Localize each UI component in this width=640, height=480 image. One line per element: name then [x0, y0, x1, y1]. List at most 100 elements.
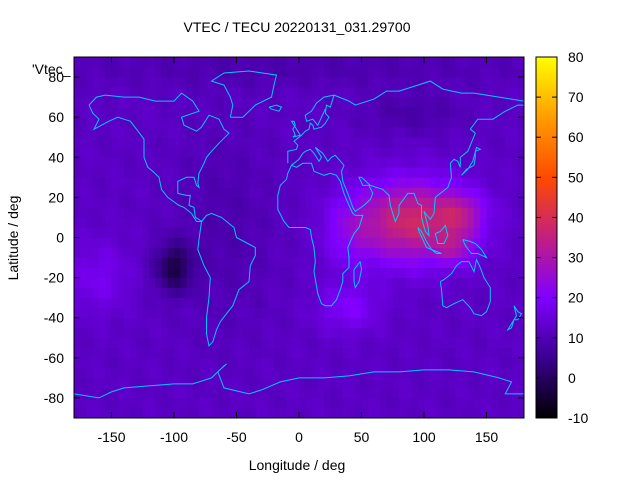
heatmap-cell	[311, 187, 319, 198]
heatmap-cell	[199, 127, 206, 138]
heatmap-cell	[99, 87, 106, 98]
heatmap-cell	[305, 267, 312, 279]
heatmap-cell	[267, 347, 275, 359]
heatmap-cell	[267, 197, 275, 208]
heatmap-cell	[349, 167, 356, 178]
heatmap-cell	[224, 207, 231, 218]
heatmap-cell	[274, 67, 281, 78]
heatmap-cell	[449, 137, 456, 148]
heatmap-cell	[136, 97, 144, 108]
heatmap-cell	[149, 67, 156, 78]
heatmap-cell	[392, 347, 400, 359]
heatmap-cell	[336, 67, 344, 78]
heatmap-cell	[405, 337, 412, 349]
heatmap-cell	[474, 397, 481, 409]
heatmap-cell	[105, 187, 112, 198]
heatmap-cell	[286, 87, 294, 98]
heatmap-cell	[274, 297, 281, 309]
heatmap-cell	[199, 77, 206, 88]
heatmap-cell	[92, 167, 100, 178]
heatmap-cell	[505, 77, 512, 88]
heatmap-cell	[286, 217, 294, 228]
heatmap-cell	[499, 257, 506, 268]
heatmap-cell	[99, 117, 106, 128]
heatmap-cell	[92, 257, 100, 268]
heatmap-cell	[467, 197, 475, 208]
heatmap-cell	[155, 337, 162, 349]
heatmap-cell	[142, 117, 150, 128]
heatmap-cell	[461, 57, 469, 68]
heatmap-cell	[280, 157, 287, 168]
heatmap-cell	[355, 347, 362, 359]
heatmap-cell	[367, 97, 375, 108]
heatmap-cell	[355, 187, 362, 198]
heatmap-cell	[255, 147, 262, 158]
heatmap-cell	[286, 147, 294, 158]
heatmap-cell	[411, 387, 419, 399]
heatmap-cell	[286, 127, 294, 138]
heatmap-cell	[324, 407, 331, 418]
heatmap-cell	[105, 67, 112, 78]
heatmap-cell	[299, 187, 306, 198]
heatmap-cell	[99, 397, 106, 409]
heatmap-cell	[517, 197, 524, 208]
heatmap-cell	[111, 107, 119, 118]
heatmap-cell	[442, 147, 450, 158]
coastline	[462, 239, 488, 259]
heatmap-cell	[161, 287, 169, 299]
heatmap-cell	[430, 67, 437, 78]
heatmap-cell	[336, 257, 344, 268]
heatmap-cell	[455, 387, 462, 399]
heatmap-cell	[111, 167, 119, 178]
heatmap-cell	[436, 317, 444, 329]
heatmap-cell	[492, 397, 500, 409]
heatmap-cell	[474, 357, 481, 369]
heatmap-cell	[86, 87, 94, 98]
heatmap-cell	[80, 217, 87, 228]
heatmap-cell	[355, 297, 362, 309]
heatmap-cell	[199, 367, 206, 379]
heatmap-cell	[230, 327, 237, 339]
heatmap-cell	[217, 257, 225, 268]
heatmap-cell	[499, 57, 506, 68]
heatmap-cell	[86, 297, 94, 309]
heatmap-cell	[167, 267, 175, 279]
heatmap-cell	[405, 197, 412, 208]
heatmap-cell	[367, 107, 375, 118]
heatmap-cell	[486, 107, 494, 118]
heatmap-cell	[267, 147, 275, 158]
heatmap-cell	[436, 297, 444, 309]
heatmap-cell	[342, 297, 350, 309]
heatmap-cell	[274, 137, 281, 148]
heatmap-cell	[230, 197, 237, 208]
heatmap-cell	[130, 127, 137, 138]
heatmap-cell	[224, 347, 231, 359]
heatmap-cell	[417, 327, 425, 339]
heatmap-cell	[442, 237, 450, 248]
heatmap-cell	[455, 107, 462, 118]
heatmap-cell	[236, 207, 244, 218]
heatmap-cell	[149, 377, 156, 389]
heatmap-cell	[486, 157, 494, 168]
heatmap-cell	[305, 147, 312, 158]
heatmap-cell	[130, 397, 137, 409]
heatmap-cell	[342, 207, 350, 218]
heatmap-cell	[149, 137, 156, 148]
heatmap-cell	[317, 117, 325, 128]
heatmap-cell	[424, 277, 431, 289]
heatmap-cell	[286, 327, 294, 339]
heatmap-cell	[155, 177, 162, 188]
heatmap-cell	[442, 397, 450, 409]
heatmap-cell	[105, 277, 112, 289]
heatmap-cell	[299, 157, 306, 168]
heatmap-cell	[374, 187, 381, 198]
heatmap-cell	[280, 227, 287, 238]
heatmap-cell	[80, 167, 87, 178]
heatmap-cell	[155, 277, 162, 289]
heatmap-cell	[136, 277, 144, 289]
heatmap-cell	[374, 87, 381, 98]
heatmap-cell	[386, 167, 394, 178]
heatmap-cell	[130, 87, 137, 98]
heatmap-cell	[305, 187, 312, 198]
heatmap-cell	[417, 267, 425, 279]
